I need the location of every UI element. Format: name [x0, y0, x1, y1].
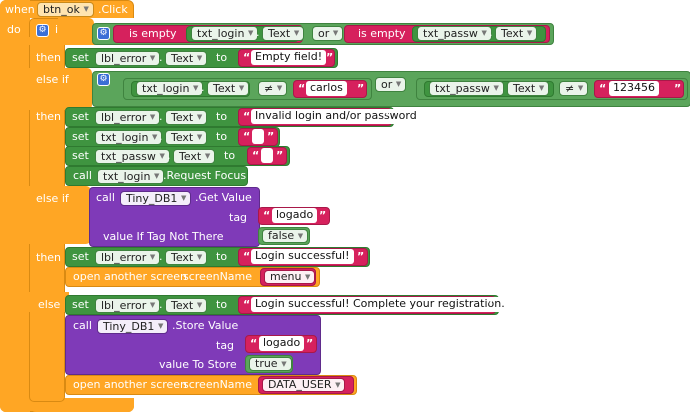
chevron-down-icon: ▼	[395, 80, 402, 88]
chevron-down-icon: ▼	[154, 172, 160, 180]
property-dropdown[interactable]: Text ▼	[262, 26, 305, 41]
chevron-down-icon: ▼	[196, 113, 203, 121]
boolean-dropdown[interactable]: false ▼	[262, 229, 309, 243]
chevron-down-icon: ▼	[152, 133, 158, 141]
chevron-down-icon: ▼	[238, 84, 245, 92]
component-dropdown[interactable]: txt_login ▼	[97, 169, 165, 184]
chevron-down-icon: ▼	[196, 301, 203, 309]
chevron-down-icon: ▼	[196, 253, 203, 261]
component-dropdown[interactable]: txt_login ▼	[136, 81, 204, 96]
chevron-down-icon: ▼	[193, 84, 199, 92]
component-dropdown[interactable]: txt_passw ▼	[429, 81, 504, 96]
string-value[interactable]	[252, 129, 264, 144]
chevron-down-icon: ▼	[297, 232, 304, 240]
component-dropdown[interactable]: Tiny_DB1 ▼	[120, 191, 192, 206]
chevron-down-icon: ▼	[332, 29, 339, 37]
chevron-down-icon: ▼	[181, 194, 187, 202]
property-dropdown[interactable]: Text ▼	[507, 81, 550, 96]
component-dropdown[interactable]: lbl_error ▼	[95, 250, 161, 265]
or-dropdown-2[interactable]: or ▼	[375, 77, 407, 92]
request-focus-label: .Request Focus	[163, 169, 247, 182]
chevron-down-icon: ▼	[493, 84, 499, 92]
property-dropdown[interactable]: Text ▼	[165, 110, 208, 125]
property-dropdown[interactable]: Text ▼	[165, 51, 208, 66]
gear-icon[interactable]: ⚙	[97, 27, 110, 40]
component-dropdown[interactable]: lbl_error ▼	[95, 51, 161, 66]
component-dropdown[interactable]: Tiny_DB1 ▼	[97, 319, 169, 334]
string-value[interactable]: Login successful!	[251, 249, 354, 264]
string-value[interactable]: logado	[259, 336, 305, 351]
chevron-down-icon: ▼	[149, 113, 156, 121]
tag-label: tag	[229, 211, 248, 224]
chevron-down-icon: ▼	[293, 29, 300, 37]
tag-label: tag	[216, 339, 235, 352]
string-value[interactable]: Empty field!	[251, 50, 327, 65]
chevron-down-icon: ▼	[158, 322, 164, 330]
chevron-down-icon: ▼	[526, 29, 533, 37]
property-dropdown[interactable]: Text ▼	[165, 298, 208, 313]
chevron-down-icon: ▼	[204, 152, 211, 160]
chevron-down-icon: ▼	[196, 133, 203, 141]
chevron-down-icon: ▼	[481, 29, 487, 37]
string-value[interactable]	[261, 148, 273, 163]
component-dropdown[interactable]: lbl_error ▼	[95, 298, 161, 313]
then-label-3: then	[36, 251, 62, 264]
chevron-down-icon: ▼	[248, 29, 254, 37]
value-if-tag-not-there-label: value If Tag Not There	[103, 230, 224, 243]
component-dropdown[interactable]: txt_passw ▼	[95, 149, 170, 164]
chevron-down-icon: ▼	[335, 381, 341, 389]
is-empty-label-2: is empty	[358, 27, 406, 40]
string-value[interactable]: carlos	[306, 81, 347, 96]
open-another-screen-block-1[interactable]	[65, 267, 320, 287]
chevron-down-icon: ▼	[305, 273, 311, 281]
property-dropdown[interactable]: Text ▼	[165, 250, 208, 265]
chevron-down-icon: ▼	[149, 54, 156, 62]
screen-name-label: screenName	[183, 378, 253, 391]
component-dropdown[interactable]: txt_passw ▼	[417, 26, 492, 41]
string-value[interactable]: 123456	[609, 81, 659, 96]
string-value[interactable]: logado	[272, 208, 318, 223]
when-label: when	[5, 3, 35, 16]
gear-icon[interactable]: ⚙	[36, 24, 49, 37]
chevron-down-icon: ▼	[577, 84, 584, 92]
neq-operator-dropdown[interactable]: ≠ ▼	[258, 81, 288, 96]
screen-name-label: screenName	[183, 270, 253, 283]
screen-dropdown[interactable]: DATA_USER ▼	[262, 378, 346, 392]
chevron-down-icon: ▼	[196, 54, 203, 62]
chevron-down-icon: ▼	[281, 360, 287, 368]
then-label-2: then	[36, 110, 62, 123]
open-screen-label: open another screen	[73, 270, 188, 283]
event-name-label: .Click	[98, 3, 128, 16]
do-label: do	[7, 23, 21, 36]
component-dropdown[interactable]: txt_login ▼	[95, 130, 163, 145]
value-to-store-label: value To Store	[159, 358, 237, 371]
then-label-1: then	[36, 51, 62, 64]
property-dropdown[interactable]: Text ▼	[165, 130, 208, 145]
component-dropdown[interactable]: lbl_error ▼	[95, 110, 161, 125]
store-value-label: .Store Value	[172, 319, 239, 332]
is-empty-label-1: is empty	[129, 27, 177, 40]
gear-icon[interactable]: ⚙	[97, 73, 110, 86]
chevron-down-icon: ▼	[159, 152, 165, 160]
chevron-down-icon: ▼	[83, 5, 89, 13]
chevron-down-icon: ▼	[149, 253, 156, 261]
property-dropdown[interactable]: Text ▼	[207, 81, 250, 96]
get-value-label: .Get Value	[195, 191, 252, 204]
string-value[interactable]: Invalid login and/or password	[251, 109, 421, 124]
chevron-down-icon: ▼	[149, 301, 156, 309]
screen-dropdown[interactable]: menu ▼	[264, 270, 316, 284]
or-dropdown-1[interactable]: or ▼	[312, 26, 344, 41]
chevron-down-icon: ▼	[276, 84, 283, 92]
btn-ok-component-dropdown[interactable]: btn_ok ▼	[37, 2, 94, 17]
chevron-down-icon: ▼	[538, 84, 545, 92]
property-dropdown[interactable]: Text ▼	[495, 26, 538, 41]
property-dropdown[interactable]: Text ▼	[173, 149, 216, 164]
string-value[interactable]: Login successful! Complete your registra…	[251, 297, 509, 312]
component-dropdown[interactable]: txt_login ▼	[191, 26, 259, 41]
boolean-dropdown[interactable]: true ▼	[249, 357, 292, 371]
open-screen-label: open another screen	[73, 378, 188, 391]
neq-operator-dropdown[interactable]: ≠ ▼	[559, 81, 589, 96]
